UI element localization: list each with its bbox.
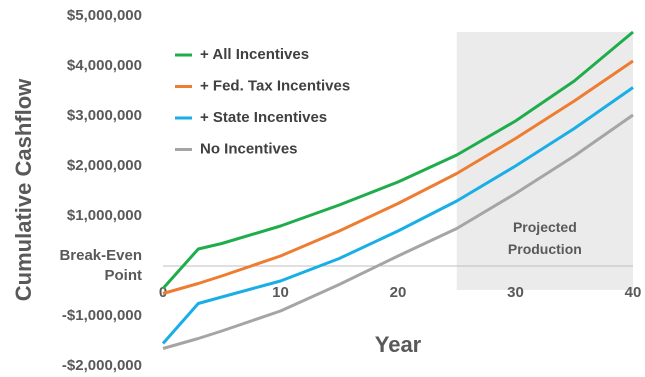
shaded-region <box>456 32 633 290</box>
y-tick-label: Break-Even Point <box>59 247 142 284</box>
legend-label: + Fed. Tax Incentives <box>200 77 350 94</box>
y-tick-label: $2,000,000 <box>67 157 142 174</box>
y-tick-label: -$2,000,000 <box>62 357 142 374</box>
y-tick-label: $4,000,000 <box>67 57 142 74</box>
series-line <box>161 86 634 345</box>
series-line <box>161 30 634 290</box>
legend-label: + All Incentives <box>200 46 309 63</box>
y-axis-title: Cumulative Cashflow <box>11 78 36 301</box>
y-tick-label: $5,000,000 <box>67 7 142 24</box>
y-tick-label: -$1,000,000 <box>62 307 142 324</box>
series-line <box>162 59 634 295</box>
annotation: Projected Production <box>508 219 582 257</box>
y-tick-label: $3,000,000 <box>67 107 142 124</box>
y-tick-label: $1,000,000 <box>67 207 142 224</box>
x-tick-label: 40 <box>625 284 642 301</box>
x-tick-label: 20 <box>390 284 407 301</box>
legend-label: No Incentives <box>200 140 298 157</box>
series-line <box>162 113 634 350</box>
x-axis-title: Year <box>375 332 422 357</box>
x-tick-label: 10 <box>272 284 289 301</box>
legend-label: + State Incentives <box>200 109 327 126</box>
x-tick-label: 30 <box>507 284 524 301</box>
